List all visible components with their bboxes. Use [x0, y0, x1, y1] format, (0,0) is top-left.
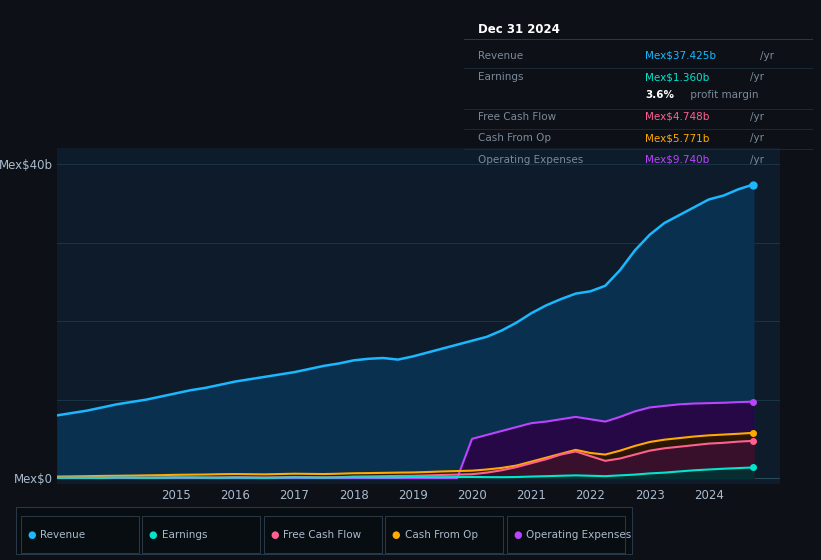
Text: Mex$9.740b: Mex$9.740b: [645, 155, 709, 165]
Text: ●: ●: [513, 530, 521, 539]
Text: Earnings: Earnings: [478, 72, 523, 82]
Text: ●: ●: [149, 530, 157, 539]
Text: Mex$1.360b: Mex$1.360b: [645, 72, 709, 82]
Text: /yr: /yr: [760, 51, 774, 61]
Text: Revenue: Revenue: [40, 530, 85, 539]
Text: ●: ●: [392, 530, 400, 539]
Text: /yr: /yr: [750, 112, 764, 122]
Text: Earnings: Earnings: [162, 530, 207, 539]
Text: Free Cash Flow: Free Cash Flow: [478, 112, 556, 122]
Text: Mex$5.771b: Mex$5.771b: [645, 133, 709, 143]
Text: Dec 31 2024: Dec 31 2024: [478, 23, 560, 36]
Text: /yr: /yr: [750, 133, 764, 143]
Text: /yr: /yr: [750, 72, 764, 82]
Text: Free Cash Flow: Free Cash Flow: [283, 530, 361, 539]
Text: Operating Expenses: Operating Expenses: [478, 155, 583, 165]
Text: Cash From Op: Cash From Op: [405, 530, 478, 539]
Text: Cash From Op: Cash From Op: [478, 133, 551, 143]
Text: Mex$4.748b: Mex$4.748b: [645, 112, 709, 122]
Text: Mex$37.425b: Mex$37.425b: [645, 51, 716, 61]
Text: ●: ●: [270, 530, 278, 539]
Text: Revenue: Revenue: [478, 51, 523, 61]
Text: /yr: /yr: [750, 155, 764, 165]
Text: Operating Expenses: Operating Expenses: [526, 530, 631, 539]
Text: profit margin: profit margin: [687, 91, 759, 100]
Text: 3.6%: 3.6%: [645, 91, 674, 100]
Text: ●: ●: [27, 530, 35, 539]
